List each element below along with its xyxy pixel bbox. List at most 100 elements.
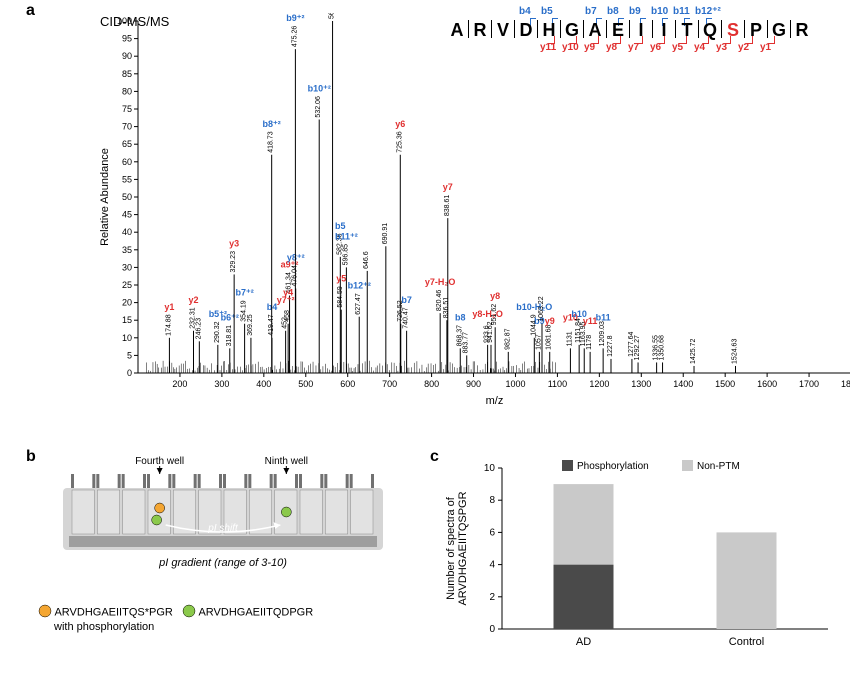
- svg-text:1800: 1800: [841, 379, 850, 389]
- svg-text:838.61: 838.61: [444, 195, 451, 217]
- svg-text:725.36: 725.36: [396, 131, 403, 153]
- svg-text:y8: y8: [490, 291, 500, 301]
- svg-text:pI shift: pI shift: [207, 523, 239, 534]
- svg-text:85: 85: [122, 69, 132, 79]
- svg-text:95: 95: [122, 34, 132, 44]
- svg-text:1292.27: 1292.27: [634, 335, 641, 360]
- svg-text:b10-H₂O: b10-H₂O: [516, 302, 552, 312]
- svg-text:Non-PTM: Non-PTM: [697, 461, 740, 472]
- svg-text:1350.68: 1350.68: [659, 335, 666, 360]
- svg-text:563.89: 563.89: [329, 13, 336, 19]
- bar-chart: 0246810Number of spectra ofARVDHGAEIITQS…: [438, 450, 838, 655]
- svg-text:458: 458: [284, 310, 291, 322]
- svg-text:1524.63: 1524.63: [732, 339, 739, 364]
- svg-text:b11: b11: [596, 312, 611, 322]
- svg-text:740.47: 740.47: [403, 307, 410, 329]
- msms-spectrum: 0510152025303540455055606570758085909510…: [96, 13, 850, 408]
- svg-text:584.59: 584.59: [337, 286, 344, 308]
- svg-text:1209.03: 1209.03: [599, 321, 606, 346]
- svg-text:1081.68: 1081.68: [546, 324, 553, 349]
- svg-text:b8⁺²: b8⁺²: [263, 119, 281, 129]
- nonphospho-legend-text: ARVDHGAEIITQDPGR: [198, 606, 313, 618]
- svg-text:1600: 1600: [757, 379, 777, 389]
- svg-text:6: 6: [489, 527, 495, 538]
- svg-text:35: 35: [122, 245, 132, 255]
- svg-text:40: 40: [122, 227, 132, 237]
- svg-text:1000: 1000: [505, 379, 525, 389]
- svg-text:b10⁺²: b10⁺²: [308, 84, 331, 94]
- svg-text:65: 65: [122, 139, 132, 149]
- svg-text:369.25: 369.25: [247, 314, 254, 336]
- svg-text:10: 10: [484, 463, 496, 474]
- svg-text:982.87: 982.87: [504, 328, 511, 350]
- svg-text:b11⁺²: b11⁺²: [335, 231, 358, 241]
- svg-text:Relative Abundance: Relative Abundance: [99, 148, 111, 246]
- svg-text:y9: y9: [545, 316, 555, 326]
- panel-a-label: a: [26, 2, 35, 20]
- svg-text:1178: 1178: [586, 335, 593, 350]
- svg-text:475.26: 475.26: [291, 26, 298, 48]
- svg-text:200: 200: [172, 379, 187, 389]
- svg-text:1400: 1400: [673, 379, 693, 389]
- panel-b: pI shift Fourth well Ninth well pI gradient…: [38, 450, 408, 660]
- svg-text:b9⁺²: b9⁺²: [286, 13, 304, 23]
- svg-text:y7-H₂O: y7-H₂O: [425, 277, 456, 287]
- svg-text:b7: b7: [401, 295, 412, 305]
- svg-text:b6⁺²: b6⁺²: [221, 312, 239, 322]
- svg-text:532.06: 532.06: [315, 96, 322, 118]
- svg-text:646.6: 646.6: [363, 251, 370, 269]
- svg-text:y4: y4: [283, 288, 293, 298]
- svg-text:1131: 1131: [566, 331, 573, 346]
- panel-b-legend: ARVDHGAEIITQS*PGR ARVDHGAEIITQDPGRwith p…: [38, 604, 408, 633]
- svg-text:100: 100: [117, 16, 132, 26]
- svg-text:246.23: 246.23: [195, 318, 202, 340]
- svg-text:596.85: 596.85: [342, 244, 349, 266]
- svg-text:75: 75: [122, 104, 132, 114]
- svg-text:627.47: 627.47: [355, 293, 362, 315]
- svg-text:Control: Control: [729, 636, 764, 648]
- svg-text:600: 600: [340, 379, 355, 389]
- svg-text:50: 50: [122, 192, 132, 202]
- svg-text:1100: 1100: [548, 379, 567, 389]
- svg-text:70: 70: [122, 122, 132, 132]
- svg-text:y3: y3: [229, 238, 239, 248]
- svg-text:15: 15: [122, 315, 132, 325]
- svg-text:300: 300: [214, 379, 229, 389]
- svg-text:60: 60: [122, 157, 132, 167]
- svg-text:4: 4: [489, 560, 495, 571]
- svg-text:pI gradient (range of 3-10): pI gradient (range of 3-10): [158, 557, 287, 569]
- svg-text:80: 80: [122, 86, 132, 96]
- svg-text:800: 800: [424, 379, 439, 389]
- svg-text:836.51: 836.51: [443, 297, 450, 319]
- svg-text:1425.72: 1425.72: [690, 339, 697, 364]
- svg-text:Phosphorylation: Phosphorylation: [577, 461, 649, 472]
- panel-b-label: b: [26, 448, 36, 466]
- svg-text:1227.8: 1227.8: [607, 335, 614, 357]
- svg-text:0: 0: [489, 624, 495, 635]
- svg-text:y1: y1: [164, 302, 174, 312]
- svg-text:Fourth well: Fourth well: [135, 456, 184, 467]
- svg-text:b8: b8: [455, 312, 466, 322]
- svg-text:700: 700: [382, 379, 397, 389]
- svg-text:500: 500: [298, 379, 313, 389]
- svg-text:2: 2: [489, 592, 495, 603]
- svg-text:8: 8: [489, 495, 495, 506]
- svg-text:10: 10: [122, 333, 132, 343]
- svg-text:1500: 1500: [715, 379, 735, 389]
- svg-text:y2: y2: [188, 295, 198, 305]
- svg-text:y6: y6: [395, 119, 405, 129]
- svg-text:1200: 1200: [589, 379, 609, 389]
- svg-text:318.81: 318.81: [226, 325, 233, 347]
- svg-text:400: 400: [256, 379, 271, 389]
- svg-text:AD: AD: [576, 636, 591, 648]
- panel-a: CID-MS/MS b4b5b7b8b9b10b11b12⁺²ARVDHGAEI…: [38, 8, 838, 438]
- svg-text:m/z: m/z: [486, 395, 504, 407]
- svg-text:55: 55: [122, 174, 132, 184]
- svg-text:y7: y7: [443, 182, 453, 192]
- phospho-legend-text: ARVDHGAEIITQS*PGR: [54, 606, 172, 618]
- svg-text:y8-H₂O: y8-H₂O: [472, 309, 503, 319]
- svg-text:Number of spectra of: Number of spectra of: [445, 496, 457, 600]
- svg-text:690.91: 690.91: [382, 223, 389, 245]
- svg-text:y5: y5: [336, 274, 346, 284]
- svg-text:Ninth well: Ninth well: [265, 456, 308, 467]
